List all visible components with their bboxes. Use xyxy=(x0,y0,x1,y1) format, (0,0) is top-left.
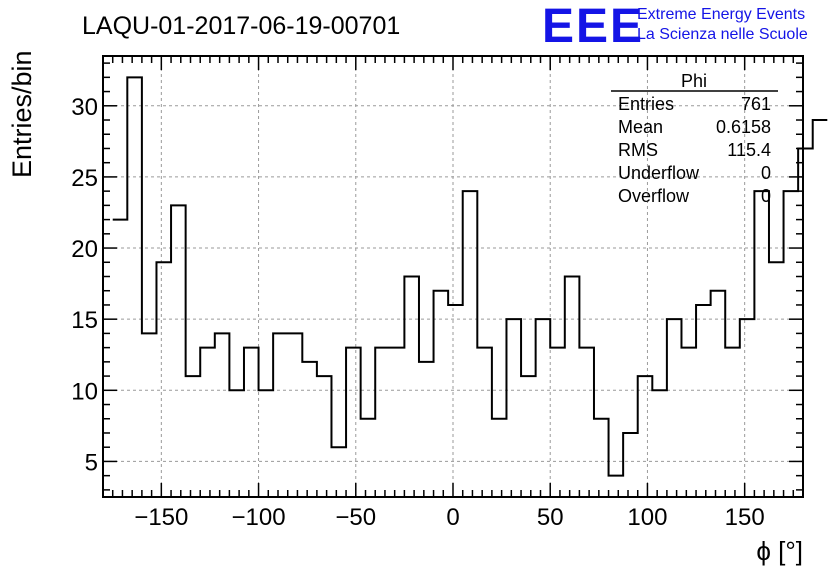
x-axis-label: ϕ [°] xyxy=(756,536,803,566)
x-tick-label: 0 xyxy=(446,504,459,531)
stats-value-rms: 115.4 xyxy=(727,140,771,160)
branding-line-2: La Scienza nelle Scuole xyxy=(637,26,808,43)
y-tick-labels: 5 10 15 20 25 30 xyxy=(71,94,98,477)
stats-label-entries: Entries xyxy=(618,94,674,114)
stats-label-mean: Mean xyxy=(618,117,663,137)
chart-title: LAQU-01-2017-06-19-00701 xyxy=(82,12,400,40)
eee-logo: EEE xyxy=(542,0,644,53)
branding-line-1: Extreme Energy Events xyxy=(637,6,805,23)
y-tick-label: 25 xyxy=(71,165,98,192)
histogram-series xyxy=(112,76,828,477)
y-tick-label: 10 xyxy=(71,378,98,405)
x-tick-labels: −150 −100 −50 0 50 100 150 xyxy=(134,504,764,531)
stats-value-mean: 0.6158 xyxy=(716,117,771,137)
stats-label-rms: RMS xyxy=(618,140,658,160)
y-tick-label: 30 xyxy=(71,94,98,121)
axis-ticks xyxy=(103,56,803,497)
stats-value-entries: 761 xyxy=(741,94,771,114)
x-tick-label: 50 xyxy=(537,504,564,531)
stats-label-overflow: Overflow xyxy=(618,186,690,206)
x-tick-label: −50 xyxy=(335,504,376,531)
x-tick-label: −100 xyxy=(232,504,286,531)
stats-label-underflow: Underflow xyxy=(618,163,700,183)
stats-value-overflow: 0 xyxy=(761,186,771,206)
stats-box: Phi Entries 761 Mean 0.6158 RMS 115.4 Un… xyxy=(611,71,778,206)
y-tick-label: 15 xyxy=(71,307,98,334)
x-tick-label: 100 xyxy=(627,504,667,531)
stats-name: Phi xyxy=(681,71,707,91)
y-tick-label: 20 xyxy=(71,236,98,263)
grid-lines xyxy=(103,56,803,497)
y-tick-label: 5 xyxy=(85,449,98,476)
x-tick-label: 150 xyxy=(725,504,765,531)
stats-value-underflow: 0 xyxy=(761,163,771,183)
x-tick-label: −150 xyxy=(134,504,188,531)
y-axis-label: Entries/bin xyxy=(7,50,37,178)
